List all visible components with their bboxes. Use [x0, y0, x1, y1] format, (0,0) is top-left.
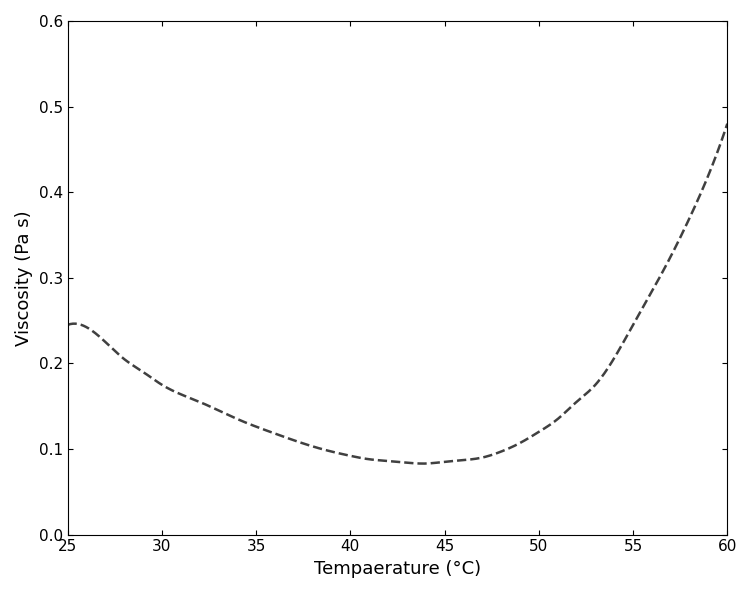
X-axis label: Tempaerature (°C): Tempaerature (°C) — [314, 560, 481, 578]
Y-axis label: Viscosity (Pa s): Viscosity (Pa s) — [15, 210, 33, 346]
